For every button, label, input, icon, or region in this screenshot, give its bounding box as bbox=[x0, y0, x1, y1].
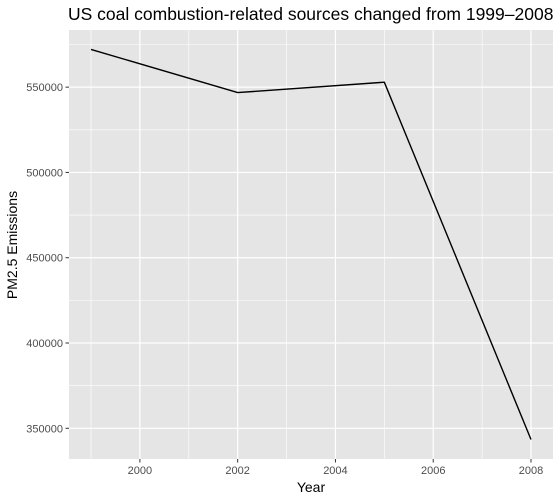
y-tick-label: 450000 bbox=[26, 253, 63, 265]
series-line bbox=[90, 48, 532, 440]
major-gridlines bbox=[69, 30, 553, 459]
x-tick-label: 2004 bbox=[323, 465, 347, 477]
y-axis-ticks: 350000 400000 450000 500000 550000 bbox=[26, 82, 69, 435]
y-tick-label: 350000 bbox=[26, 423, 63, 435]
y-tick-label: 550000 bbox=[26, 82, 63, 94]
x-tick-label: 2008 bbox=[519, 465, 543, 477]
plot-panel bbox=[69, 30, 553, 459]
x-tick-label: 2006 bbox=[421, 465, 445, 477]
y-axis-title: PM2.5 Emissions bbox=[4, 191, 20, 299]
y-tick-label: 500000 bbox=[26, 167, 63, 179]
x-tick-label: 2000 bbox=[128, 465, 152, 477]
y-tick-label: 400000 bbox=[26, 338, 63, 350]
minor-gridlines bbox=[69, 30, 553, 459]
x-axis-ticks: 2000 2002 2004 2006 2008 bbox=[128, 459, 543, 477]
x-tick-label: 2002 bbox=[225, 465, 249, 477]
chart-title: US coal combustion-related sources chang… bbox=[68, 4, 553, 24]
series-layer bbox=[90, 48, 532, 440]
x-axis-title: Year bbox=[297, 479, 326, 495]
